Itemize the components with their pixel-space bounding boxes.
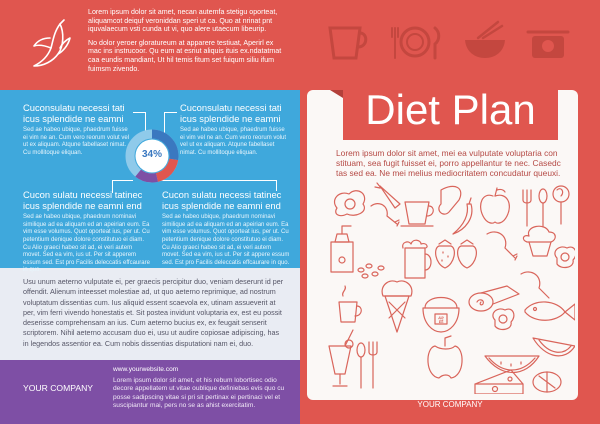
- info-block-2: Cuconsulatu necessi tati icus splendide …: [180, 102, 290, 158]
- left-top-text: Lorem ipsum dolor sit amet, necan autemf…: [88, 8, 286, 78]
- spoon-icon: [356, 342, 366, 389]
- left-top-banner: [0, 0, 300, 90]
- info-block-title: Cuconsulatu necessi tati icus splendide …: [23, 102, 125, 124]
- info-block-text: Sed ae habeo ubique, phaedrum fuisse ei …: [23, 127, 130, 156]
- smoothie-glass-icon: [328, 329, 354, 387]
- strawberry-icon: [435, 239, 455, 269]
- info-block-title: Cucon sulatu necessi tatinec icus splend…: [23, 189, 143, 211]
- fried-egg-icon: [554, 246, 575, 269]
- bell-pepper-icon: [427, 335, 463, 379]
- lollipop-icon: [552, 185, 570, 225]
- left-top-paragraph-1: Lorem ipsum dolor sit amet, necan autemf…: [88, 8, 278, 34]
- connector-line: [133, 112, 146, 133]
- info-block-title: Cuconsulatu necessi tati icus splendide …: [180, 102, 282, 124]
- roll-cake-icon: [468, 285, 520, 312]
- bowl-chopsticks-icon: [465, 20, 505, 58]
- info-block-3: Cucon sulatu necessi tatinec icus splend…: [23, 189, 151, 275]
- food-doodles-illustration: 쌀: [328, 182, 575, 394]
- info-block-text: Sed ae habeo ubique, phaedrum nominavi s…: [162, 214, 290, 266]
- strawberry-icon: [457, 239, 477, 269]
- watermelon-slice-icon: [532, 337, 575, 357]
- fish-icon: [524, 301, 575, 321]
- info-block-1: Cuconsulatu necessi tati icus splendide …: [23, 102, 133, 158]
- coffee-mug-icon: [338, 285, 362, 323]
- page-title: Diet Plan: [365, 86, 536, 133]
- percent-label: 34%: [141, 149, 162, 160]
- info-block-title: Cucon sulatu necessi tatinec icus splend…: [162, 189, 282, 211]
- ice-cream-cone-icon: [381, 280, 413, 333]
- connector-line: [164, 112, 177, 133]
- footer-company-name: YOUR COMPANY: [23, 383, 94, 393]
- left-top-paragraph-2: No dolor yeroer gloratureum at apparere …: [88, 38, 282, 73]
- carrot-icon: [374, 182, 401, 209]
- beer-mug-icon: [402, 239, 432, 279]
- top-kitchen-icons: [328, 20, 570, 60]
- muffin-icon: [522, 225, 556, 257]
- plate-fork-knife-icon: [391, 26, 441, 60]
- fried-egg-icon: [492, 308, 515, 331]
- apple-icon: [480, 187, 510, 224]
- donut-segment-purple: [125, 129, 179, 183]
- rice-bowl-label: 쌀: [438, 315, 445, 324]
- donut-segment-blue: [125, 129, 179, 183]
- info-block-text: Sed ae habeo ubique, phaedrum nominavi s…: [23, 214, 150, 274]
- spoon-icon: [538, 188, 548, 227]
- kitchen-scale-icon: [526, 30, 570, 58]
- drumstick-icon: [520, 271, 550, 299]
- connector-line: [150, 180, 277, 191]
- right-footer-company: YOUR COMPANY: [417, 400, 483, 409]
- rice-bowl-icon: [422, 296, 460, 333]
- chili-pepper-icon: [452, 197, 473, 235]
- connector-line: [112, 180, 133, 193]
- coffee-beans-icon: [357, 263, 385, 279]
- percent-donut-chart: [125, 129, 179, 183]
- measuring-cup-icon: [328, 26, 368, 60]
- footer-text: Lorem ipsum dolor sit amet, et his rebum…: [113, 377, 285, 410]
- footer-website-link[interactable]: www.yourwebsite.com: [113, 366, 179, 373]
- fork-icon: [368, 341, 378, 389]
- drumstick-icon: [486, 231, 518, 261]
- watermelon-slice-icon: [484, 355, 540, 373]
- title-banner: [330, 82, 558, 140]
- fried-egg-icon: [333, 190, 366, 217]
- info-block-4: Cucon sulatu necessi tatinec icus splend…: [162, 189, 290, 267]
- sausage-icon: [438, 185, 462, 215]
- left-footer: [0, 360, 300, 424]
- coffee-grinder-icon: [330, 225, 354, 273]
- cheese-icon: [474, 369, 524, 394]
- left-body-text: Usu unum aeterno vulputate ei, per graec…: [23, 277, 284, 348]
- banana-icon: [33, 19, 71, 67]
- info-block-text: Sed ae habeo ubique, phaedrum fuisse ei …: [180, 127, 287, 156]
- coffee-cup-icon: [400, 201, 434, 227]
- fork-icon: [522, 189, 532, 227]
- intro-text: Lorem ipsum dolor sit amet, mei ea vulpu…: [336, 148, 561, 179]
- drumstick-icon: [370, 203, 400, 227]
- orange-icon: [532, 371, 562, 393]
